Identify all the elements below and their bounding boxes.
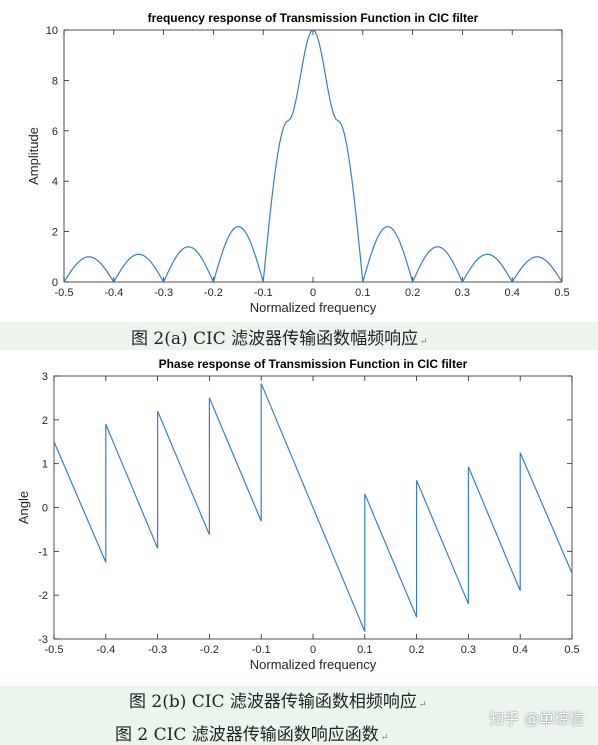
chart-title: Phase response of Transmission Function … (159, 357, 468, 371)
x-tick-label: -0.3 (154, 287, 173, 299)
x-tick-label: 0.1 (357, 644, 372, 656)
y-tick-label: 8 (52, 75, 58, 87)
x-tick-label: 0.3 (461, 644, 476, 656)
x-tick-label: 0.3 (455, 287, 470, 299)
y-tick-label: 2 (42, 415, 48, 427)
x-tick-label: -0.3 (148, 644, 167, 656)
phase-chart: -0.5 -0.4 -0.3 -0.2 -0.1 0 0.1 0.2 0.3 0.4 0.5 -3 -2… (0, 350, 598, 686)
y-tick-label: 0 (52, 277, 58, 289)
x-tick-label: 0.5 (564, 644, 579, 656)
x-axis-label: Normalized frequency (250, 657, 377, 672)
x-tick-label: -0.4 (96, 644, 115, 656)
caption-fig-2b-text: 图 2(b) CIC 滤波器传输函数相频响应 (129, 692, 417, 712)
x-tick-label: -0.2 (204, 287, 223, 299)
x-tick-label: 0.1 (355, 287, 370, 299)
x-tick-label: 0 (310, 287, 316, 299)
y-tick-label: 6 (52, 126, 58, 138)
return-mark: ↵ (420, 337, 428, 347)
y-tick-label: 4 (52, 176, 58, 188)
series-line (53, 383, 573, 632)
chart-title: frequency response of Transmission Funct… (148, 11, 479, 25)
caption-fig-2a: 图 2(a) CIC 滤波器传输函数幅频响应 ↵ (131, 324, 428, 349)
plot-area (63, 29, 563, 283)
y-tick-label: 1 (42, 459, 48, 471)
return-mark: ↵ (418, 700, 427, 710)
caption-fig-2: 图 2 CIC 滤波器传输函数响应函数 ↵ (115, 720, 388, 745)
caption-fig-2b: 图 2(b) CIC 滤波器传输函数相频响应 ↵ (129, 687, 426, 712)
y-tick-label: -1 (38, 546, 48, 558)
x-tick-label: 0 (310, 644, 316, 656)
y-axis-label: Angle (16, 491, 31, 524)
x-tick-label: -0.5 (45, 644, 64, 656)
x-tick-label: 0.5 (554, 287, 569, 299)
x-tick-label: 0.2 (409, 644, 424, 656)
x-tick-label: -0.1 (254, 287, 273, 299)
x-tick-label: 0.2 (405, 287, 420, 299)
caption-fig-2-text: 图 2 CIC 滤波器传输函数响应函数 (115, 725, 379, 745)
x-axis-label: Normalized frequency (250, 300, 377, 315)
x-tick-label: 0.4 (505, 287, 520, 299)
return-mark: ↵ (380, 733, 389, 743)
y-tick-label: 2 (52, 227, 58, 239)
x-tick-label: 0.4 (513, 644, 528, 656)
y-tick-label: -3 (38, 634, 48, 646)
series-line (63, 29, 563, 284)
y-axis-label: Amplitude (26, 127, 41, 185)
caption-fig-2a-text: 图 2(a) CIC 滤波器传输函数幅频响应 (131, 329, 419, 349)
zhihu-watermark: 知乎 @单琼信 (489, 710, 584, 728)
x-tick-label: -0.4 (104, 287, 123, 299)
x-tick-label: -0.5 (55, 287, 74, 299)
amplitude-chart: -0.5 -0.4 -0.3 -0.2 -0.1 0 0.1 0.2 0.3 0.4 0.5 0 2 4 6… (0, 0, 598, 322)
y-tick-label: -2 (38, 590, 48, 602)
x-tick-label: -0.2 (200, 644, 219, 656)
y-tick-label: 3 (42, 371, 48, 383)
y-tick-label: 10 (46, 25, 58, 37)
y-tick-label: 0 (42, 503, 48, 515)
x-tick-label: -0.1 (252, 644, 271, 656)
